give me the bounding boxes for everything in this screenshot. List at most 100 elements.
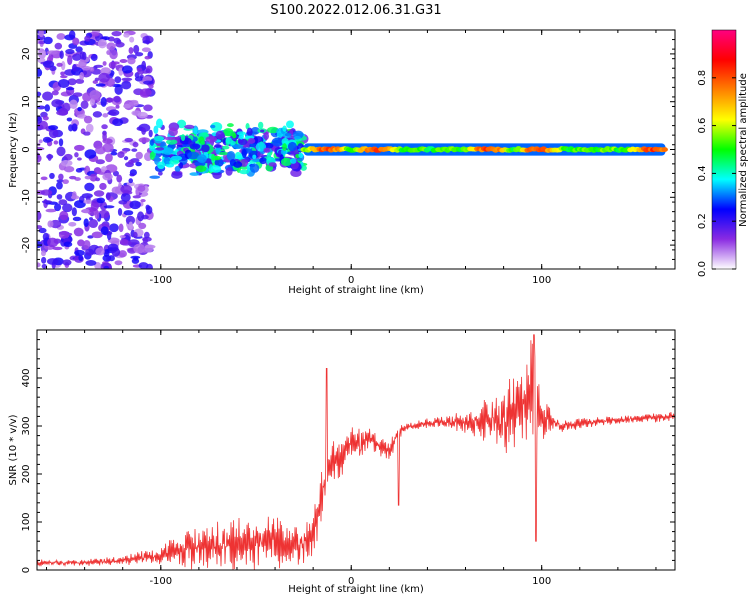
spectrogram-blob bbox=[132, 231, 138, 239]
spectrogram-blob bbox=[94, 210, 100, 220]
spectrogram-blob bbox=[69, 99, 78, 110]
spectrogram-blob bbox=[143, 80, 154, 85]
spectrogram-blob bbox=[149, 139, 155, 146]
spectrogram-blob bbox=[121, 65, 133, 74]
spectrogram-blob bbox=[48, 128, 59, 139]
spectrogram-blob bbox=[105, 97, 114, 103]
spectrogram-blob bbox=[250, 126, 260, 135]
spectrogram-blob bbox=[107, 111, 117, 116]
spectrogram-blob bbox=[68, 175, 77, 180]
spectrogram-blob bbox=[71, 123, 78, 132]
spectrogram-blob bbox=[38, 227, 47, 234]
spectrogram-blob bbox=[197, 154, 207, 164]
spectrogram-blob bbox=[96, 197, 106, 204]
spectrogram-blob bbox=[58, 138, 64, 147]
spectrogram-blob bbox=[74, 200, 86, 209]
spectrogram-blob bbox=[215, 145, 222, 155]
spectrogram-blob bbox=[37, 115, 43, 124]
spectrogram-blob bbox=[149, 175, 161, 179]
spectrogram-blob bbox=[247, 138, 256, 144]
snr-series-line bbox=[37, 334, 675, 570]
spectrogram-blob bbox=[47, 153, 52, 161]
colorbar-tick-label: 0.6 bbox=[697, 118, 708, 134]
spectrogram-band-cell bbox=[661, 147, 668, 152]
spectrogram-blob bbox=[65, 48, 75, 55]
spectrogram-blob bbox=[67, 78, 77, 86]
figure-title: S100.2022.012.06.31.G31 bbox=[270, 3, 441, 18]
spectrogram-blob bbox=[133, 44, 140, 54]
spectrogram-blob bbox=[42, 91, 54, 101]
spectrogram-blob bbox=[74, 249, 85, 256]
spectrogram-blob bbox=[88, 219, 99, 229]
spectrogram-blob bbox=[138, 137, 151, 143]
spectrogram-blob bbox=[47, 220, 54, 228]
spectrogram-blob bbox=[123, 156, 129, 161]
spectrogram-blob bbox=[62, 259, 72, 266]
spectrogram-blob bbox=[43, 36, 53, 45]
spectrogram-blob bbox=[142, 40, 151, 44]
spectrogram-blob bbox=[72, 92, 83, 97]
spectrogram-blob bbox=[60, 75, 68, 79]
spectrogram-blob bbox=[101, 124, 108, 130]
spectrogram-blob bbox=[95, 177, 101, 182]
snr-ytick-label: 0 bbox=[21, 567, 32, 573]
spectrogram-blob bbox=[45, 138, 54, 142]
spectrogram-blob bbox=[51, 90, 59, 96]
snr-ytick-label: 200 bbox=[21, 464, 32, 483]
spectrogram-blob bbox=[285, 132, 292, 137]
spectrogram-blob bbox=[102, 172, 113, 181]
spectrogram-xtick-label: 100 bbox=[532, 275, 551, 286]
spectrogram-blob bbox=[89, 89, 101, 100]
spectrogram-blob bbox=[298, 152, 304, 158]
colorbar-tick-label: 0.4 bbox=[697, 165, 708, 181]
spectrogram-blob bbox=[75, 46, 83, 53]
spectrogram-blob bbox=[137, 111, 148, 119]
spectrogram-blob bbox=[125, 215, 136, 225]
spectrogram-blob bbox=[90, 53, 98, 62]
spectrogram-blob bbox=[68, 222, 77, 227]
spectrogram-blob bbox=[82, 92, 92, 102]
colorbar-ticks: 0.0 0.2 0.4 0.6 0.8 bbox=[697, 70, 736, 277]
spectrogram-blob bbox=[91, 231, 103, 239]
spectrogram-blob bbox=[78, 59, 87, 68]
snr-ytick-label: 400 bbox=[21, 368, 32, 387]
spectrogram-blob bbox=[252, 154, 257, 160]
spectrogram-blob bbox=[135, 161, 142, 167]
spectrogram-blob bbox=[87, 235, 94, 239]
spectrogram-blob bbox=[103, 265, 110, 269]
spectrogram-blob bbox=[290, 168, 302, 177]
spectrogram-blob bbox=[121, 80, 132, 90]
spectrogram-blob bbox=[169, 159, 180, 165]
spectrogram-blob bbox=[62, 102, 71, 112]
spectrogram-blob bbox=[141, 127, 146, 135]
spectrogram-blob bbox=[267, 126, 279, 134]
spectrogram-blob bbox=[164, 136, 176, 141]
spectrogram-blob bbox=[137, 70, 145, 75]
spectrogram-blob bbox=[232, 144, 244, 149]
spectrogram-blob bbox=[233, 161, 243, 168]
spectrogram-blob bbox=[121, 77, 133, 82]
spectrogram-ytick-label: 0 bbox=[21, 146, 32, 152]
spectrogram-blob bbox=[148, 129, 153, 138]
spectrogram-blob bbox=[84, 175, 92, 180]
spectrogram-blob bbox=[280, 157, 293, 167]
spectrogram-blob bbox=[189, 172, 200, 176]
spectrogram-blob bbox=[129, 36, 135, 43]
spectrogram-blob bbox=[111, 31, 122, 37]
spectrogram-blob bbox=[48, 125, 59, 131]
spectrogram-blob bbox=[100, 97, 107, 107]
spectrogram-blob bbox=[282, 125, 287, 132]
spectrogram-blob bbox=[46, 50, 58, 55]
spectrogram-blob bbox=[40, 189, 53, 196]
snr-xtick-label: 100 bbox=[532, 576, 551, 587]
spectrogram-ytick-label: -10 bbox=[21, 189, 32, 205]
spectrogram-blob bbox=[71, 191, 77, 199]
spectrogram-blob bbox=[56, 146, 66, 157]
spectrogram-xtick-label: 0 bbox=[348, 275, 354, 286]
spectrogram-blob bbox=[132, 141, 139, 148]
spectrogram-blob bbox=[153, 135, 165, 141]
spectrogram-blob bbox=[72, 53, 82, 61]
spectrogram-blob bbox=[135, 151, 143, 160]
spectrogram-blob bbox=[109, 49, 118, 60]
spectrogram-blob bbox=[218, 151, 229, 156]
